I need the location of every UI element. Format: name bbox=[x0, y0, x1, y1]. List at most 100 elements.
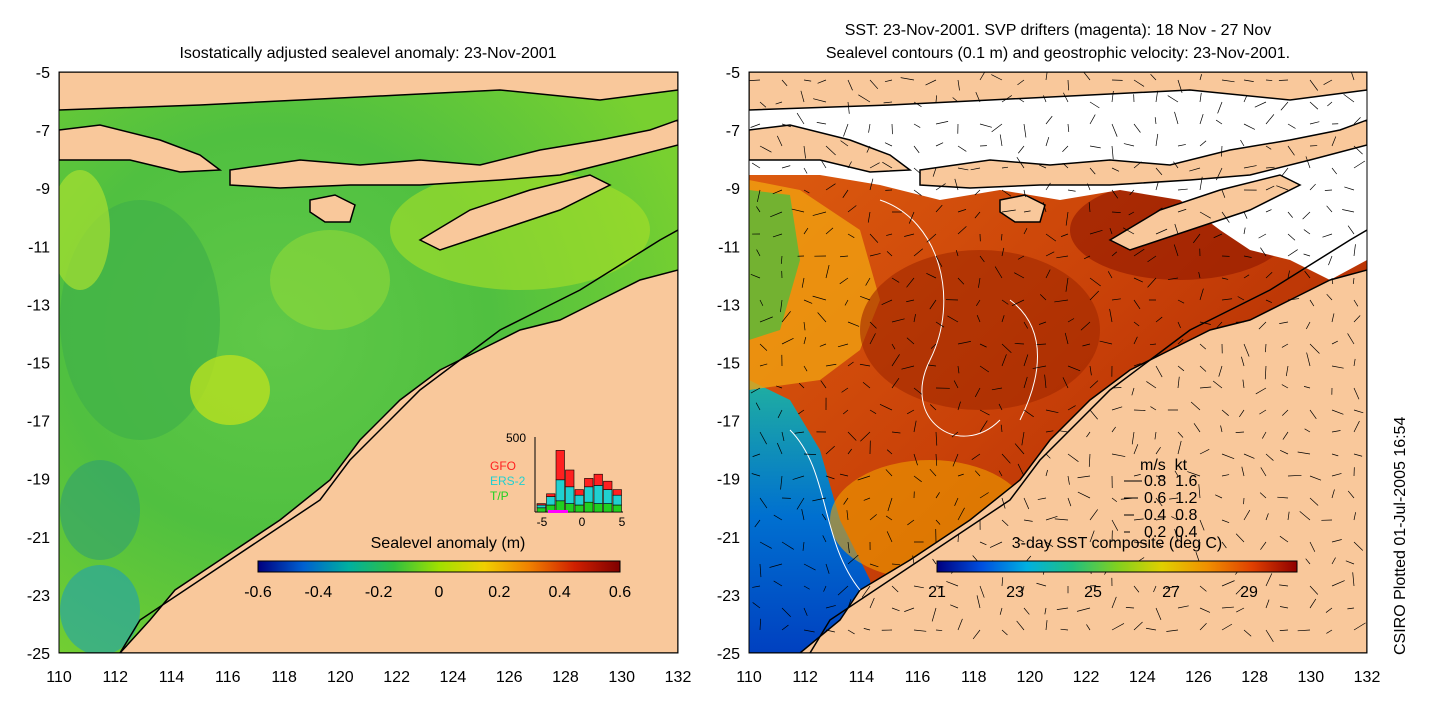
velocity-vector bbox=[1221, 409, 1229, 416]
sst-green-band bbox=[749, 190, 800, 340]
velocity-vector bbox=[979, 123, 992, 128]
histogram-bar-ers bbox=[555, 479, 565, 502]
colorbar-tick-label: 27 bbox=[1162, 584, 1180, 601]
velocity-vector bbox=[1133, 299, 1141, 310]
velocity-vector bbox=[974, 189, 981, 196]
velocity-vector bbox=[955, 250, 959, 257]
latitude-tick-label: -13 bbox=[717, 297, 740, 314]
velocity-vector bbox=[801, 509, 805, 521]
velocity-vector bbox=[1155, 365, 1163, 378]
velocity-vector bbox=[957, 79, 960, 91]
latitude-tick-label: -9 bbox=[36, 181, 50, 198]
longitude-tick-label: 112 bbox=[792, 669, 818, 686]
velocity-vector bbox=[885, 469, 893, 477]
velocity-vector bbox=[1281, 384, 1289, 389]
velocity-vector bbox=[1259, 409, 1267, 415]
histogram-bar-ers bbox=[546, 496, 556, 506]
velocity-vector bbox=[906, 277, 915, 288]
velocity-vector bbox=[1086, 431, 1091, 438]
velocity-vector bbox=[1154, 431, 1157, 440]
velocity-vector bbox=[925, 79, 937, 86]
anomaly-high-blob bbox=[270, 230, 390, 330]
velocity-vector bbox=[781, 165, 791, 169]
velocity-vector bbox=[1067, 365, 1081, 372]
velocity-vector bbox=[812, 295, 827, 301]
velocity-vector bbox=[1265, 629, 1274, 642]
right-map-frame bbox=[748, 71, 1368, 654]
velocity-vector bbox=[803, 629, 815, 633]
velocity-vector bbox=[1001, 233, 1003, 241]
velocity-vector bbox=[1089, 277, 1101, 287]
velocity-vector bbox=[1166, 629, 1179, 632]
velocity-vector bbox=[930, 404, 937, 411]
velocity-vector bbox=[837, 343, 849, 348]
velocity-vector bbox=[791, 208, 805, 213]
velocity-vector bbox=[841, 387, 849, 393]
velocity-vector bbox=[769, 563, 783, 568]
velocity-vector bbox=[1199, 140, 1207, 147]
histogram-bar-tp bbox=[612, 504, 622, 513]
velocity-vector bbox=[1089, 365, 1092, 376]
velocity-vector bbox=[1243, 343, 1250, 357]
velocity-vector bbox=[1309, 183, 1316, 191]
velocity-vector bbox=[1282, 431, 1289, 440]
velocity-key-row: 0.8 1.6 bbox=[1144, 473, 1197, 490]
velocity-vector bbox=[866, 145, 871, 153]
velocity-vector bbox=[750, 123, 761, 128]
velocity-vector bbox=[1155, 475, 1165, 478]
velocity-vector bbox=[1155, 541, 1162, 547]
velocity-vector bbox=[757, 189, 761, 203]
sumba-island bbox=[309, 194, 356, 223]
velocity-vector bbox=[1347, 333, 1355, 345]
velocity-vector bbox=[1133, 248, 1145, 257]
velocity-vector bbox=[979, 585, 985, 598]
velocity-vector bbox=[1155, 316, 1163, 323]
velocity-vector bbox=[750, 274, 761, 279]
velocity-vector bbox=[1177, 79, 1183, 93]
velocity-vector bbox=[1109, 228, 1113, 235]
velocity-vector bbox=[1001, 166, 1009, 169]
velocity-vector bbox=[1155, 446, 1161, 455]
velocity-vector bbox=[1045, 515, 1058, 521]
velocity-vector bbox=[953, 380, 959, 389]
velocity-vector bbox=[1129, 189, 1135, 196]
velocity-vector bbox=[865, 277, 871, 286]
velocity-vector bbox=[1265, 599, 1270, 609]
velocity-vector bbox=[1088, 202, 1091, 213]
velocity-vector bbox=[1077, 475, 1091, 479]
velocity-vector bbox=[1173, 244, 1179, 257]
velocity-vector bbox=[1265, 299, 1273, 303]
velocity-vector bbox=[1328, 255, 1333, 266]
velocity-vector bbox=[1235, 533, 1245, 543]
velocity-vector bbox=[1243, 211, 1248, 219]
velocity-vector bbox=[781, 337, 794, 345]
velocity-vector bbox=[1331, 430, 1341, 433]
velocity-vector bbox=[1325, 607, 1333, 613]
velocity-vector bbox=[869, 563, 879, 568]
velocity-vector bbox=[913, 420, 917, 433]
velocity-vector bbox=[1198, 271, 1201, 279]
colorbar-tick-label: -0.4 bbox=[305, 584, 333, 601]
velocity-vector bbox=[991, 123, 1003, 133]
velocity-vector bbox=[820, 159, 827, 169]
sealevel-colorbar-ticks: -0.6 -0.4 -0.2 0 0.2 0.4 0.6 bbox=[244, 584, 631, 601]
velocity-key-header: m/s kt bbox=[1140, 457, 1188, 474]
latitude-tick-label: -5 bbox=[726, 65, 740, 82]
velocity-vector bbox=[950, 604, 959, 609]
velocity-vector bbox=[935, 142, 944, 147]
velocity-vector bbox=[1077, 491, 1091, 499]
velocity-vector bbox=[1089, 380, 1099, 389]
velocity-vector bbox=[974, 387, 981, 398]
velocity-vector bbox=[1278, 79, 1289, 81]
velocity-vector bbox=[1145, 627, 1157, 631]
velocity-vector bbox=[1265, 166, 1275, 169]
velocity-vector bbox=[1305, 558, 1311, 565]
velocity-vector bbox=[979, 541, 987, 546]
velocity-vector bbox=[926, 272, 937, 279]
velocity-vector bbox=[847, 233, 855, 239]
right-longitude-labels: 110 112 114 116 118 120 122 124 126 128 130 132 bbox=[736, 669, 1380, 686]
velocity-vector bbox=[1350, 72, 1355, 81]
velocity-vector bbox=[891, 563, 900, 566]
velocity-vector bbox=[813, 98, 827, 103]
velocity-vector bbox=[759, 101, 767, 108]
